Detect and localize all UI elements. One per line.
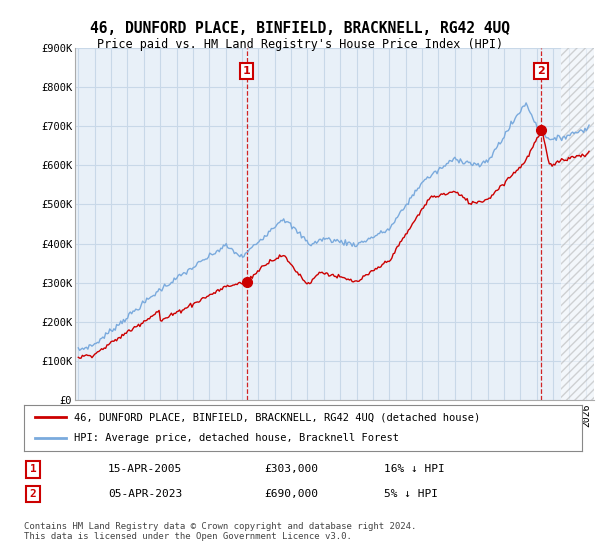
Text: 15-APR-2005: 15-APR-2005 [108,464,182,474]
Text: 05-APR-2023: 05-APR-2023 [108,489,182,499]
Text: 46, DUNFORD PLACE, BINFIELD, BRACKNELL, RG42 4UQ (detached house): 46, DUNFORD PLACE, BINFIELD, BRACKNELL, … [74,412,481,422]
Text: 2: 2 [29,489,37,499]
Text: 1: 1 [29,464,37,474]
Text: £690,000: £690,000 [264,489,318,499]
Text: £303,000: £303,000 [264,464,318,474]
Text: Price paid vs. HM Land Registry's House Price Index (HPI): Price paid vs. HM Land Registry's House … [97,38,503,50]
Bar [561,48,594,400]
Text: 5% ↓ HPI: 5% ↓ HPI [384,489,438,499]
Text: 46, DUNFORD PLACE, BINFIELD, BRACKNELL, RG42 4UQ: 46, DUNFORD PLACE, BINFIELD, BRACKNELL, … [90,21,510,36]
Text: 1: 1 [243,66,251,76]
Text: 2: 2 [537,66,545,76]
Text: HPI: Average price, detached house, Bracknell Forest: HPI: Average price, detached house, Brac… [74,433,399,444]
Text: 16% ↓ HPI: 16% ↓ HPI [384,464,445,474]
Text: Contains HM Land Registry data © Crown copyright and database right 2024.
This d: Contains HM Land Registry data © Crown c… [24,522,416,542]
